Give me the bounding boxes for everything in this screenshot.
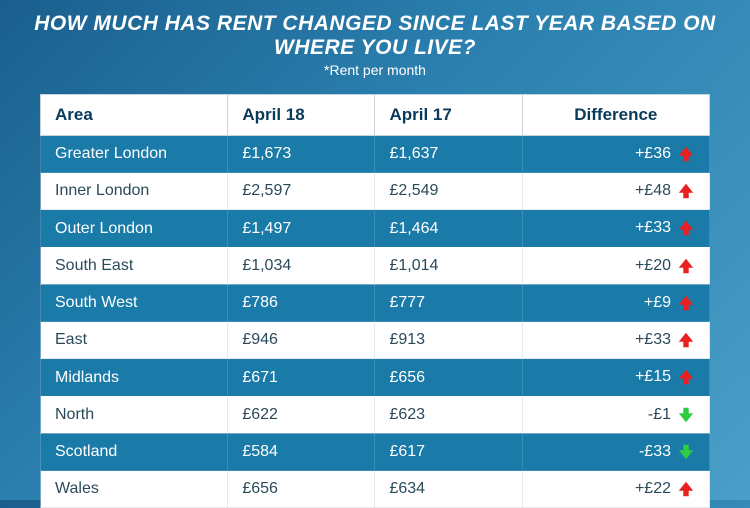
arrow-down-icon <box>677 443 695 461</box>
header: HOW MUCH HAS RENT CHANGED SINCE LAST YEA… <box>0 0 750 86</box>
rent-table: Area April 18 April 17 Difference Greate… <box>40 94 710 508</box>
cell-april17: £634 <box>375 471 522 508</box>
table-row: Outer London£1,497£1,464 +£33 <box>41 210 710 247</box>
col-area: Area <box>41 95 228 136</box>
cell-difference: +£33 <box>522 210 709 247</box>
table-header-row: Area April 18 April 17 Difference <box>41 95 710 136</box>
arrow-up-icon <box>677 182 695 200</box>
cell-area: Midlands <box>41 359 228 396</box>
diff-value: +£9 <box>644 294 671 311</box>
cell-april18: £946 <box>228 322 375 359</box>
cell-april17: £623 <box>375 396 522 433</box>
arrow-up-icon <box>677 257 695 275</box>
cell-april18: £1,034 <box>228 247 375 284</box>
table-row: Inner London£2,597£2,549 +£48 <box>41 173 710 210</box>
diff-value: +£48 <box>635 182 671 199</box>
arrow-up-icon <box>677 294 695 312</box>
table-row: Midlands£671£656 +£15 <box>41 359 710 396</box>
cell-april17: £1,637 <box>375 136 522 173</box>
cell-difference: +£20 <box>522 247 709 284</box>
diff-value: +£36 <box>635 145 671 162</box>
cell-difference: +£33 <box>522 322 709 359</box>
cell-april17: £1,464 <box>375 210 522 247</box>
cell-area: Greater London <box>41 136 228 173</box>
col-april17: April 17 <box>375 95 522 136</box>
diff-value: +£20 <box>635 257 671 274</box>
arrow-up-icon <box>677 331 695 349</box>
col-difference: Difference <box>522 95 709 136</box>
table-row: North£622£623 -£1 <box>41 396 710 433</box>
diff-value: -£33 <box>639 443 671 460</box>
cell-area: Outer London <box>41 210 228 247</box>
table-row: Scotland£584£617 -£33 <box>41 433 710 470</box>
table-row: South East£1,034£1,014 +£20 <box>41 247 710 284</box>
cell-area: South East <box>41 247 228 284</box>
diff-value: +£15 <box>635 369 671 386</box>
cell-difference: -£1 <box>522 396 709 433</box>
rent-table-container: Area April 18 April 17 Difference Greate… <box>40 94 710 508</box>
col-april18: April 18 <box>228 95 375 136</box>
cell-april17: £1,014 <box>375 247 522 284</box>
cell-april18: £2,597 <box>228 173 375 210</box>
cell-difference: +£48 <box>522 173 709 210</box>
cell-difference: +£22 <box>522 471 709 508</box>
cell-april17: £656 <box>375 359 522 396</box>
cell-april18: £656 <box>228 471 375 508</box>
diff-value: +£33 <box>635 220 671 237</box>
cell-april17: £2,549 <box>375 173 522 210</box>
table-row: Greater London£1,673£1,637 +£36 <box>41 136 710 173</box>
cell-difference: +£15 <box>522 359 709 396</box>
arrow-up-icon <box>677 368 695 386</box>
cell-difference: +£36 <box>522 136 709 173</box>
table-row: East£946£913 +£33 <box>41 322 710 359</box>
diff-value: +£22 <box>635 480 671 497</box>
cell-april18: £671 <box>228 359 375 396</box>
cell-april18: £1,497 <box>228 210 375 247</box>
page-title: HOW MUCH HAS RENT CHANGED SINCE LAST YEA… <box>20 12 730 60</box>
cell-april18: £1,673 <box>228 136 375 173</box>
cell-april17: £777 <box>375 284 522 321</box>
cell-area: North <box>41 396 228 433</box>
cell-april17: £617 <box>375 433 522 470</box>
arrow-up-icon <box>677 219 695 237</box>
cell-april18: £786 <box>228 284 375 321</box>
cell-difference: -£33 <box>522 433 709 470</box>
cell-april18: £584 <box>228 433 375 470</box>
diff-value: +£33 <box>635 331 671 348</box>
table-row: Wales£656£634 +£22 <box>41 471 710 508</box>
cell-area: South West <box>41 284 228 321</box>
cell-area: Scotland <box>41 433 228 470</box>
diff-value: -£1 <box>648 406 671 423</box>
page-subtitle: *Rent per month <box>20 62 730 78</box>
cell-area: Wales <box>41 471 228 508</box>
cell-april18: £622 <box>228 396 375 433</box>
arrow-up-icon <box>677 145 695 163</box>
cell-area: Inner London <box>41 173 228 210</box>
arrow-down-icon <box>677 406 695 424</box>
table-row: South West£786£777 +£9 <box>41 284 710 321</box>
arrow-up-icon <box>677 480 695 498</box>
cell-april17: £913 <box>375 322 522 359</box>
cell-difference: +£9 <box>522 284 709 321</box>
cell-area: East <box>41 322 228 359</box>
